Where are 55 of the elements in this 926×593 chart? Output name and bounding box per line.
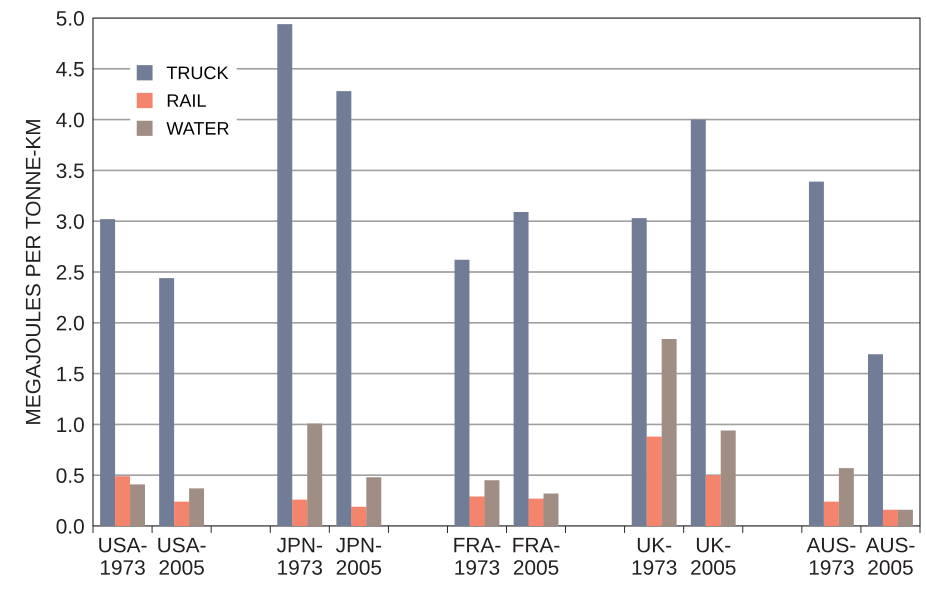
bar bbox=[469, 496, 484, 526]
x-tick-label: AUS- 2005 bbox=[866, 538, 914, 575]
bar bbox=[307, 423, 322, 526]
bar bbox=[277, 24, 292, 526]
bar bbox=[351, 506, 366, 526]
bar bbox=[130, 484, 145, 526]
x-tick-label: UK- 2005 bbox=[691, 538, 736, 575]
legend-label: TRUCK bbox=[166, 66, 228, 80]
bar bbox=[646, 436, 662, 526]
y-tick-label: 1.0 bbox=[57, 417, 84, 432]
y-tick-label: 3.5 bbox=[56, 163, 84, 178]
x-tick-label: JPN- 1973 bbox=[276, 538, 322, 575]
legend-label: RAIL bbox=[168, 94, 206, 107]
bar bbox=[100, 219, 116, 526]
bar bbox=[484, 480, 500, 526]
bar bbox=[824, 502, 839, 526]
bar bbox=[115, 476, 130, 526]
bar bbox=[868, 354, 883, 526]
x-tick-label: FRA- 1973 bbox=[454, 538, 500, 575]
legend-label: WATER bbox=[166, 122, 229, 135]
bar bbox=[898, 510, 913, 526]
y-tick-label: 0.0 bbox=[56, 519, 84, 534]
bar bbox=[514, 212, 529, 526]
y-tick-label: 3.0 bbox=[56, 214, 84, 229]
bar bbox=[690, 120, 706, 526]
x-tick-label: UK- 1973 bbox=[632, 538, 676, 575]
bar bbox=[808, 182, 824, 526]
y-tick-label: 0.5 bbox=[56, 468, 84, 483]
x-tick-label: USA- 2005 bbox=[158, 538, 206, 575]
bar bbox=[366, 477, 382, 526]
x-tick-label: USA- 1973 bbox=[99, 538, 146, 575]
y-tick-label: 2.5 bbox=[56, 265, 84, 280]
y-tick-label: 4.5 bbox=[56, 62, 84, 77]
y-tick-label: 1.5 bbox=[57, 366, 84, 382]
bar bbox=[662, 339, 677, 526]
x-tick-label: AUS- 1973 bbox=[806, 538, 856, 575]
bar bbox=[838, 468, 854, 526]
bar bbox=[720, 430, 736, 526]
bar bbox=[174, 502, 190, 526]
bar bbox=[454, 260, 470, 526]
bar bbox=[882, 510, 898, 526]
bar bbox=[159, 278, 174, 526]
y-tick-label: 5.0 bbox=[56, 11, 84, 26]
y-tick-label: 2.0 bbox=[56, 316, 84, 331]
y-axis-title: MEGAJOULES PER TONNE-KM bbox=[26, 120, 40, 424]
bar bbox=[292, 500, 308, 526]
bar bbox=[706, 475, 721, 526]
bar bbox=[189, 488, 204, 526]
bar bbox=[632, 218, 647, 526]
x-tick-label: FRA- 2005 bbox=[513, 538, 560, 575]
bar bbox=[336, 91, 352, 526]
y-tick-label: 4.0 bbox=[56, 112, 84, 128]
bar bbox=[544, 493, 558, 526]
bar bbox=[528, 498, 544, 526]
x-tick-label: JPN- 2005 bbox=[336, 538, 382, 575]
